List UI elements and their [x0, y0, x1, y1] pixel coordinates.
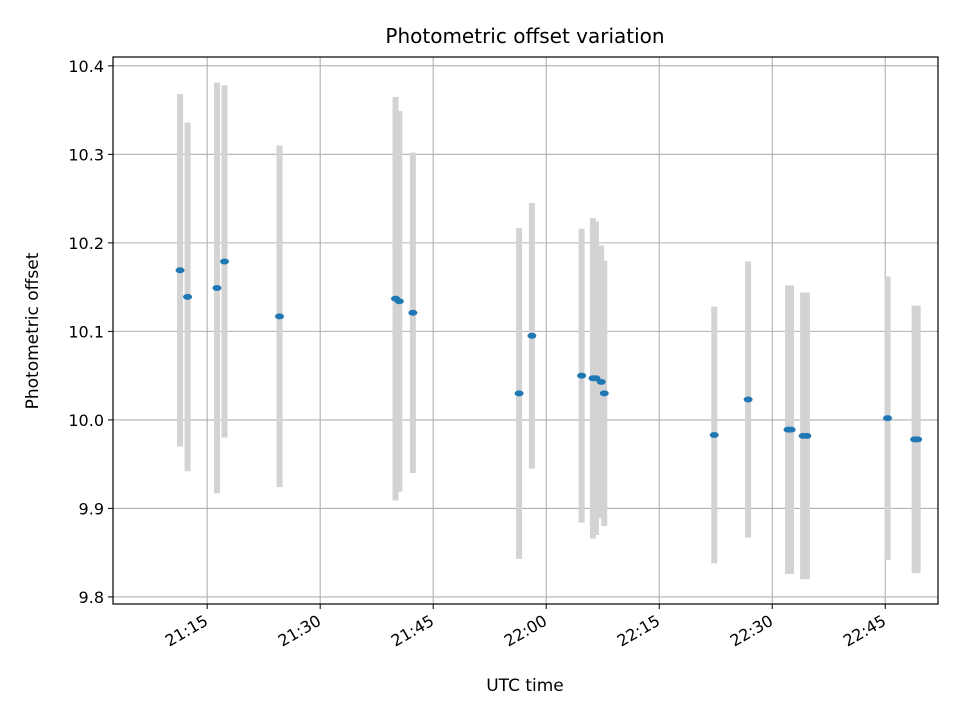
data-point	[599, 390, 609, 397]
data-point	[183, 293, 193, 300]
data-point	[743, 396, 753, 403]
x-tick-label: 21:30	[275, 611, 324, 651]
y-tick-label: 10.0	[68, 411, 104, 430]
x-tick-label: 22:00	[501, 611, 550, 651]
data-point	[577, 372, 587, 379]
y-tick-label: 10.1	[68, 322, 104, 341]
data-point	[802, 432, 812, 439]
data-point	[709, 431, 719, 438]
data-point	[220, 258, 230, 265]
x-tick-label: 21:15	[162, 611, 211, 651]
y-tick-label: 10.2	[68, 234, 104, 253]
data-point	[514, 390, 524, 397]
y-tick-label: 10.4	[68, 57, 104, 76]
y-tick-label: 9.9	[79, 499, 104, 518]
data-point	[394, 298, 404, 305]
data-point	[596, 378, 606, 385]
data-point	[408, 309, 418, 316]
data-point	[527, 332, 537, 339]
plot-area-frame	[112, 56, 939, 605]
data-points	[175, 258, 923, 443]
data-point	[913, 436, 923, 443]
x-axis-title: UTC time	[486, 676, 564, 696]
x-tick-label: 21:45	[388, 611, 437, 651]
y-axis-ticks: 9.8 9.9 10.0 10.1 10.2 10.3 10.4	[68, 57, 113, 607]
y-tick-label: 9.8	[79, 588, 104, 607]
x-tick-label: 22:45	[840, 611, 889, 651]
data-point	[212, 285, 222, 292]
data-point	[275, 313, 285, 320]
y-axis-title: Photometric offset	[23, 252, 43, 409]
y-tick-label: 10.3	[68, 145, 104, 164]
grid-lines	[113, 57, 938, 604]
chart-title: Photometric offset variation	[385, 24, 664, 48]
x-tick-label: 22:15	[614, 611, 663, 651]
data-point	[175, 267, 185, 274]
x-tick-label: 22:30	[727, 611, 776, 651]
data-point	[883, 415, 893, 422]
x-axis-ticks: 21:15 21:30 21:45 22:00 22:15 22:30 22:45	[162, 604, 889, 651]
data-point	[786, 426, 796, 433]
